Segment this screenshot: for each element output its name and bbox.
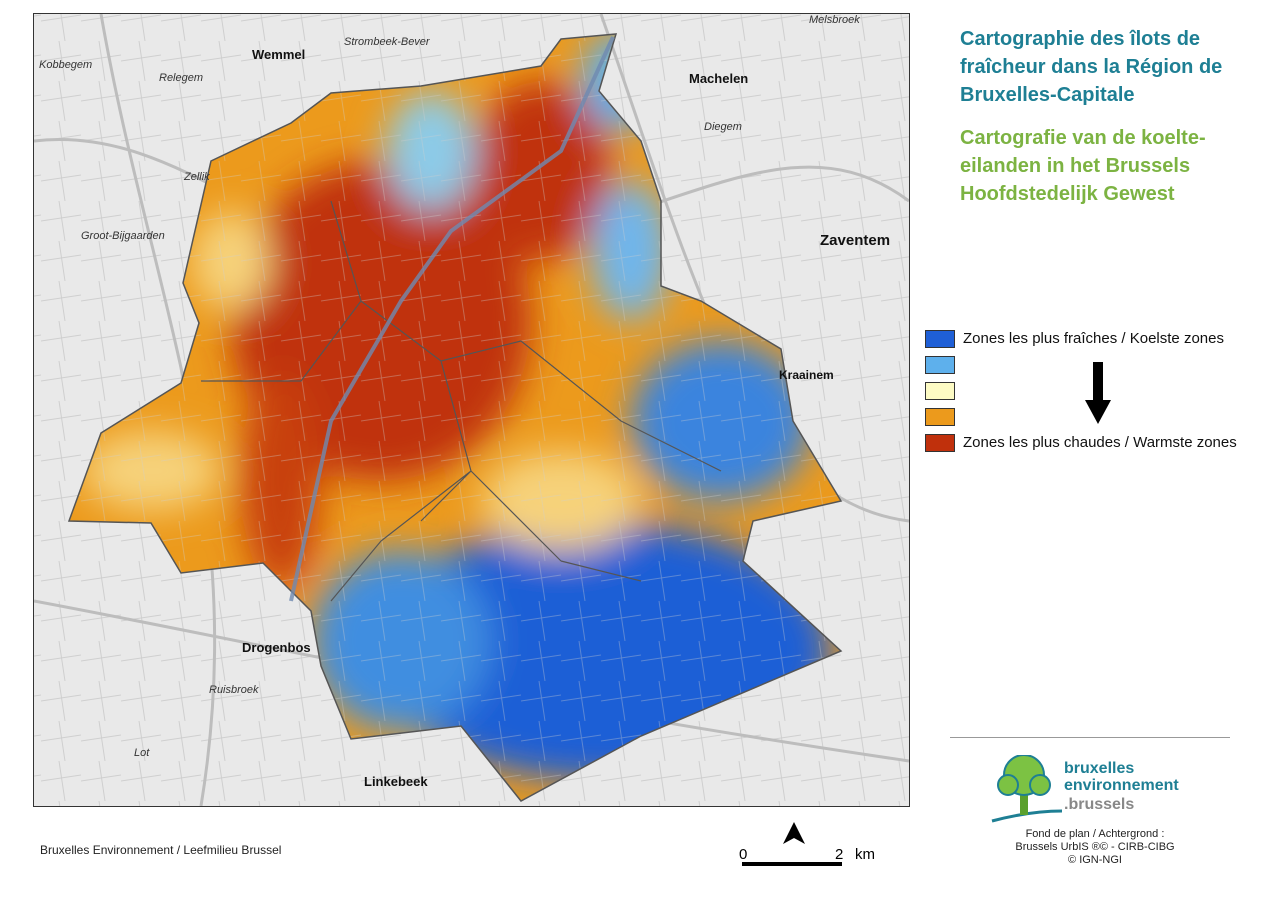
bruxelles-environnement-logo (991, 755, 1063, 823)
place-drogenbos: Drogenbos (242, 640, 311, 655)
legend-swatch (925, 434, 955, 452)
place-kobbegem: Kobbegem (39, 59, 93, 71)
title-french: Cartographie des îlots de fraîcheur dans… (960, 28, 1223, 106)
legend-item-cool (925, 356, 1280, 376)
scale-line (742, 862, 842, 866)
legend-label: Zones les plus chaudes / Warmste zones (963, 434, 1237, 451)
title-dutch: Cartografie van de koelte-eilanden in he… (960, 127, 1206, 205)
place-melsbroek: Melsbroek (809, 14, 860, 26)
place-linkebeek: Linkebeek (364, 774, 428, 789)
basemap-credits: Fond de plan / Achtergrond : Brussels Ur… (990, 828, 1200, 867)
place-kraainem: Kraainem (779, 368, 834, 382)
logo-text-environnement: environnement (1064, 777, 1179, 794)
map-canvas (34, 14, 909, 806)
logo-text-brussels: .brussels (1064, 796, 1135, 813)
place-ruisbroek: Ruisbroek (209, 684, 259, 696)
legend-swatch (925, 330, 955, 348)
place-groot-bijgaarden: Groot-Bijgaarden (81, 230, 165, 242)
divider (950, 737, 1230, 738)
place-relegem: Relegem (159, 72, 204, 84)
place-machelen: Machelen (689, 71, 749, 86)
legend-item-warm (925, 408, 1280, 428)
source-credit: Bruxelles Environnement / Leefmilieu Bru… (40, 843, 282, 857)
place-zellik: Zellik (184, 171, 210, 183)
place-diegem: Diegem (704, 121, 742, 133)
legend-item-warmest: Zones les plus chaudes / Warmste zones (925, 434, 1280, 454)
place-zaventem: Zaventem (820, 232, 891, 249)
north-arrow-icon (783, 822, 805, 844)
legend-swatch (925, 382, 955, 400)
place-strombeek: Strombeek-Bever (344, 36, 430, 48)
scale-unit: km (855, 846, 875, 863)
legend-item-coolest: Zones les plus fraîches / Koelste zones (925, 330, 1280, 350)
credits-line: Fond de plan / Achtergrond : (1025, 828, 1165, 840)
place-wemmel: Wemmel (252, 47, 306, 62)
credits-line: © IGN-NGI (1068, 854, 1122, 866)
arrow-down-icon (1085, 362, 1111, 424)
credits-line: Brussels UrbIS ®© - CIRB-CIBG (1015, 841, 1175, 853)
legend-label: Zones les plus fraîches / Koelste zones (963, 330, 1224, 347)
scale-end: 2 (835, 846, 844, 863)
scale-start: 0 (739, 846, 748, 863)
legend-item-neutral (925, 382, 1280, 402)
logo-text-bruxelles: bruxelles (1064, 760, 1135, 777)
legend-swatch (925, 408, 955, 426)
place-lot: Lot (134, 747, 150, 759)
heat-map[interactable]: Melsbroek Wemmel Strombeek-Bever Kobbege… (33, 13, 910, 807)
legend-swatch (925, 356, 955, 374)
